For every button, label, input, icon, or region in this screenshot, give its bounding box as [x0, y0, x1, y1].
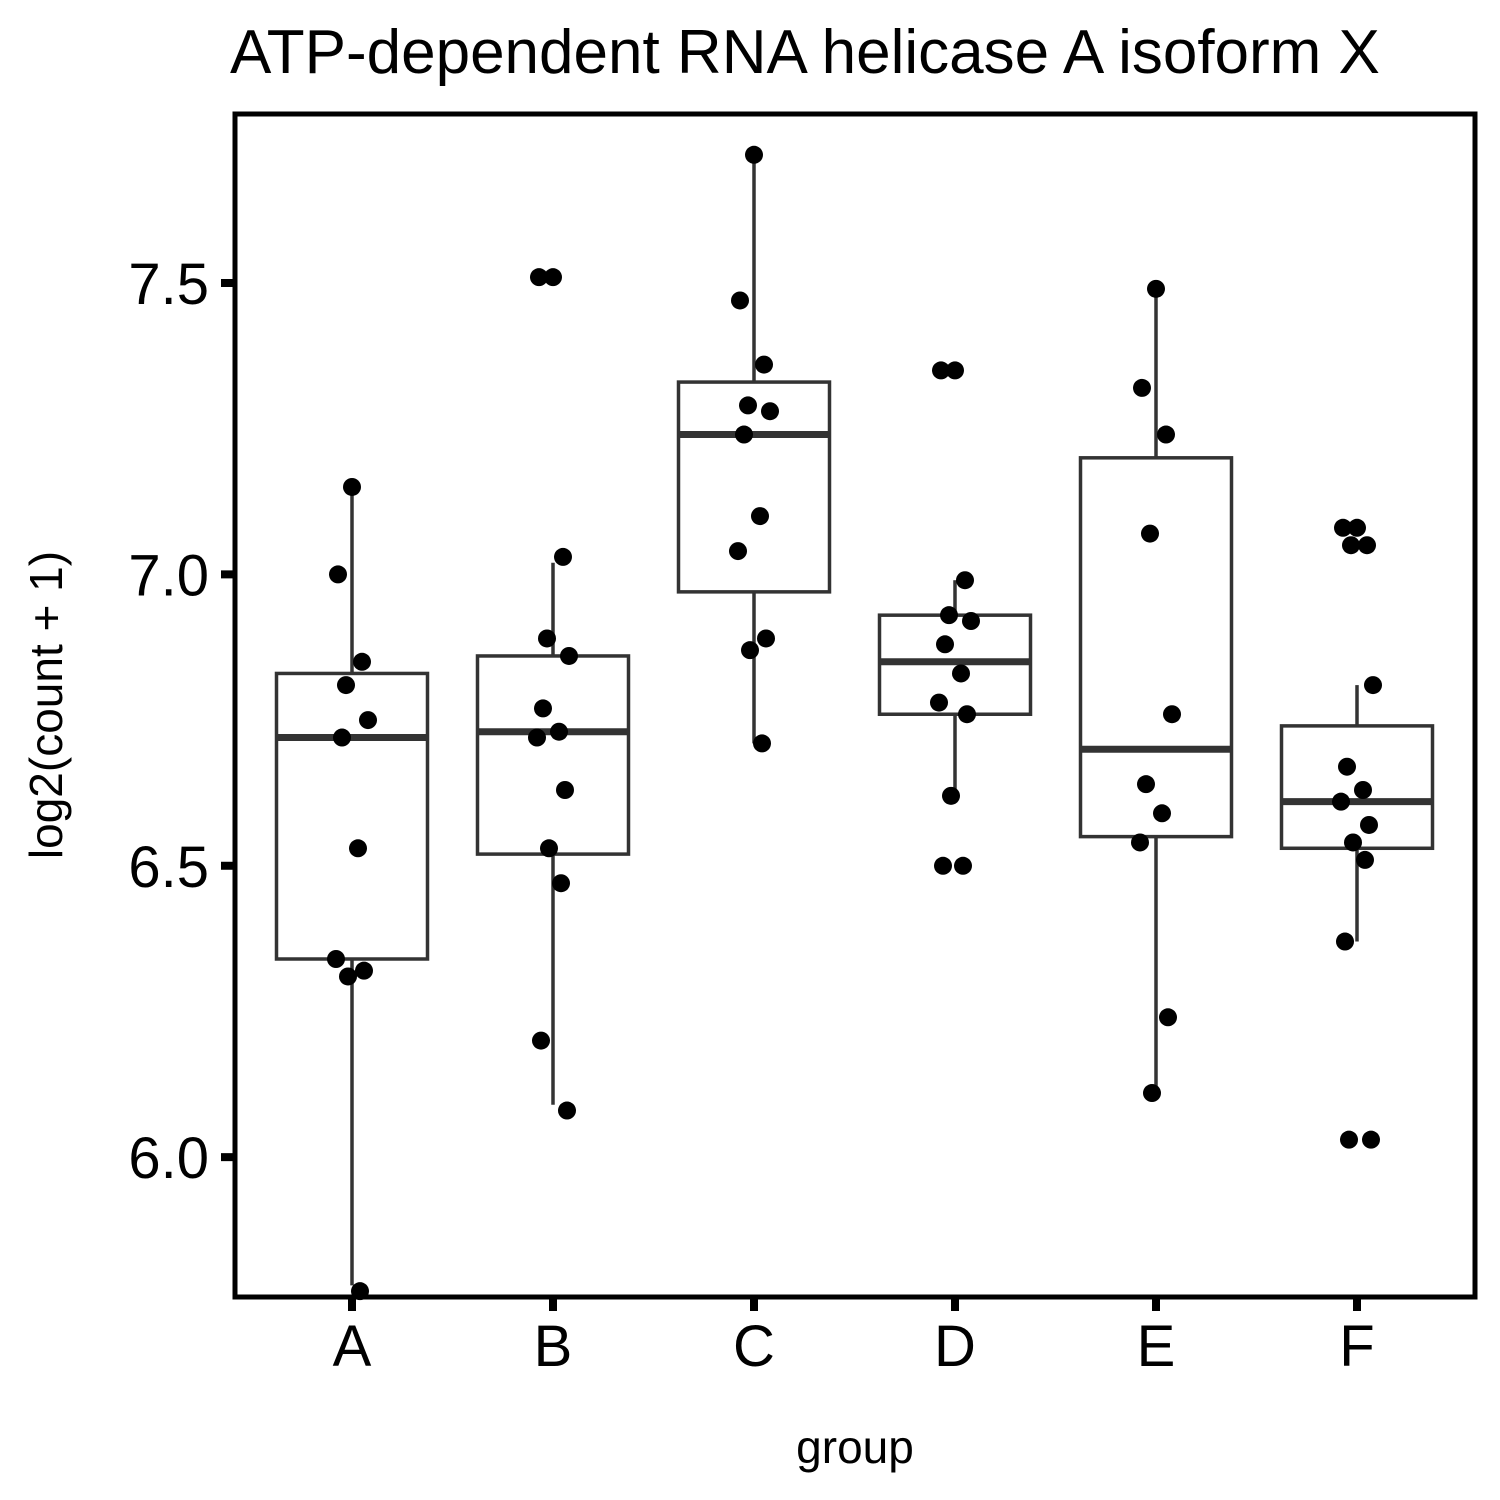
- data-point: [327, 950, 345, 968]
- data-point: [1133, 378, 1151, 397]
- data-point: [1360, 815, 1378, 834]
- data-point: [745, 145, 763, 164]
- data-point: [530, 268, 548, 287]
- y-tick-label: 6.0: [128, 1126, 209, 1191]
- x-tick-label: F: [1339, 1314, 1374, 1379]
- chart-title: ATP-dependent RNA helicase A isoform X: [230, 18, 1380, 87]
- data-point: [751, 507, 769, 526]
- data-point: [556, 781, 574, 799]
- y-tick-label: 7.0: [128, 543, 209, 608]
- data-point: [528, 728, 546, 747]
- data-point: [729, 542, 747, 561]
- data-point: [1354, 781, 1372, 799]
- data-point: [731, 291, 749, 310]
- data-point: [1157, 425, 1175, 444]
- data-point: [942, 786, 960, 805]
- data-point: [1338, 757, 1356, 776]
- data-point: [735, 425, 753, 444]
- data-point: [1131, 833, 1149, 852]
- x-tick-label: E: [1137, 1314, 1176, 1379]
- data-point: [1334, 518, 1352, 537]
- data-point: [532, 1031, 550, 1050]
- data-point: [333, 728, 351, 747]
- data-point: [339, 967, 357, 986]
- data-point: [355, 961, 373, 980]
- data-point: [761, 402, 779, 421]
- box-group-e: [1078, 279, 1234, 1103]
- y-tick-label: 7.5: [128, 252, 209, 317]
- y-tick-label: 6.5: [128, 835, 209, 900]
- panel-border: [232, 111, 1478, 1300]
- box-group-f: [1279, 518, 1435, 1149]
- data-point: [1143, 1084, 1161, 1103]
- data-point: [349, 839, 367, 858]
- data-point: [550, 722, 568, 741]
- data-point: [936, 635, 954, 654]
- data-point: [940, 606, 958, 625]
- data-point: [1358, 536, 1376, 555]
- data-point: [1141, 524, 1159, 543]
- data-point: [741, 641, 759, 660]
- data-point: [1159, 1008, 1177, 1027]
- data-point: [934, 856, 952, 875]
- data-point: [552, 874, 570, 893]
- data-point: [359, 711, 377, 730]
- x-tick-label: A: [333, 1314, 372, 1379]
- data-point: [1344, 833, 1362, 852]
- data-point: [1332, 792, 1350, 811]
- box-iqr: [676, 380, 832, 594]
- data-point: [534, 699, 552, 718]
- data-point: [753, 734, 771, 753]
- x-axis-title: group: [796, 1421, 914, 1473]
- data-point: [554, 547, 572, 566]
- data-point: [739, 396, 757, 415]
- axes: A B C D E F 6.0 6.5 7.0 7.5: [128, 252, 1374, 1379]
- box-iqr: [475, 654, 631, 856]
- data-point: [540, 839, 558, 858]
- data-point: [1153, 804, 1171, 823]
- x-tick-label: B: [534, 1314, 573, 1379]
- x-tick-label: D: [934, 1314, 976, 1379]
- data-point: [930, 693, 948, 712]
- box-group-c: [676, 145, 832, 753]
- plot-area: [274, 145, 1435, 1301]
- data-point: [538, 629, 556, 648]
- data-point: [755, 355, 773, 374]
- data-point: [337, 676, 355, 695]
- box-iqr: [274, 671, 430, 961]
- box-group-b: [475, 268, 631, 1120]
- x-tick-label: C: [733, 1314, 775, 1379]
- y-axis-title: log2(count + 1): [20, 551, 72, 859]
- data-point: [1348, 518, 1366, 537]
- data-point: [757, 629, 775, 648]
- data-point: [1137, 775, 1155, 794]
- box-group-a: [274, 477, 430, 1301]
- box-iqr: [1078, 456, 1234, 839]
- data-point: [558, 1101, 576, 1120]
- data-point: [954, 856, 972, 875]
- data-point: [956, 571, 974, 590]
- data-point: [1356, 850, 1374, 869]
- data-point: [958, 705, 976, 724]
- box-group-d: [877, 361, 1033, 875]
- data-point: [1163, 705, 1181, 724]
- data-point: [343, 477, 361, 496]
- data-point: [946, 361, 964, 380]
- data-point: [932, 361, 950, 380]
- data-point: [1147, 279, 1165, 298]
- data-point: [1340, 1130, 1358, 1149]
- data-point: [1364, 676, 1382, 695]
- data-point: [544, 268, 562, 287]
- data-point: [560, 646, 578, 665]
- data-point: [1336, 932, 1354, 951]
- data-point: [962, 612, 980, 630]
- data-point: [1362, 1130, 1380, 1149]
- data-point: [329, 565, 347, 584]
- data-point: [952, 664, 970, 683]
- data-point: [1342, 536, 1360, 555]
- data-point: [353, 652, 371, 671]
